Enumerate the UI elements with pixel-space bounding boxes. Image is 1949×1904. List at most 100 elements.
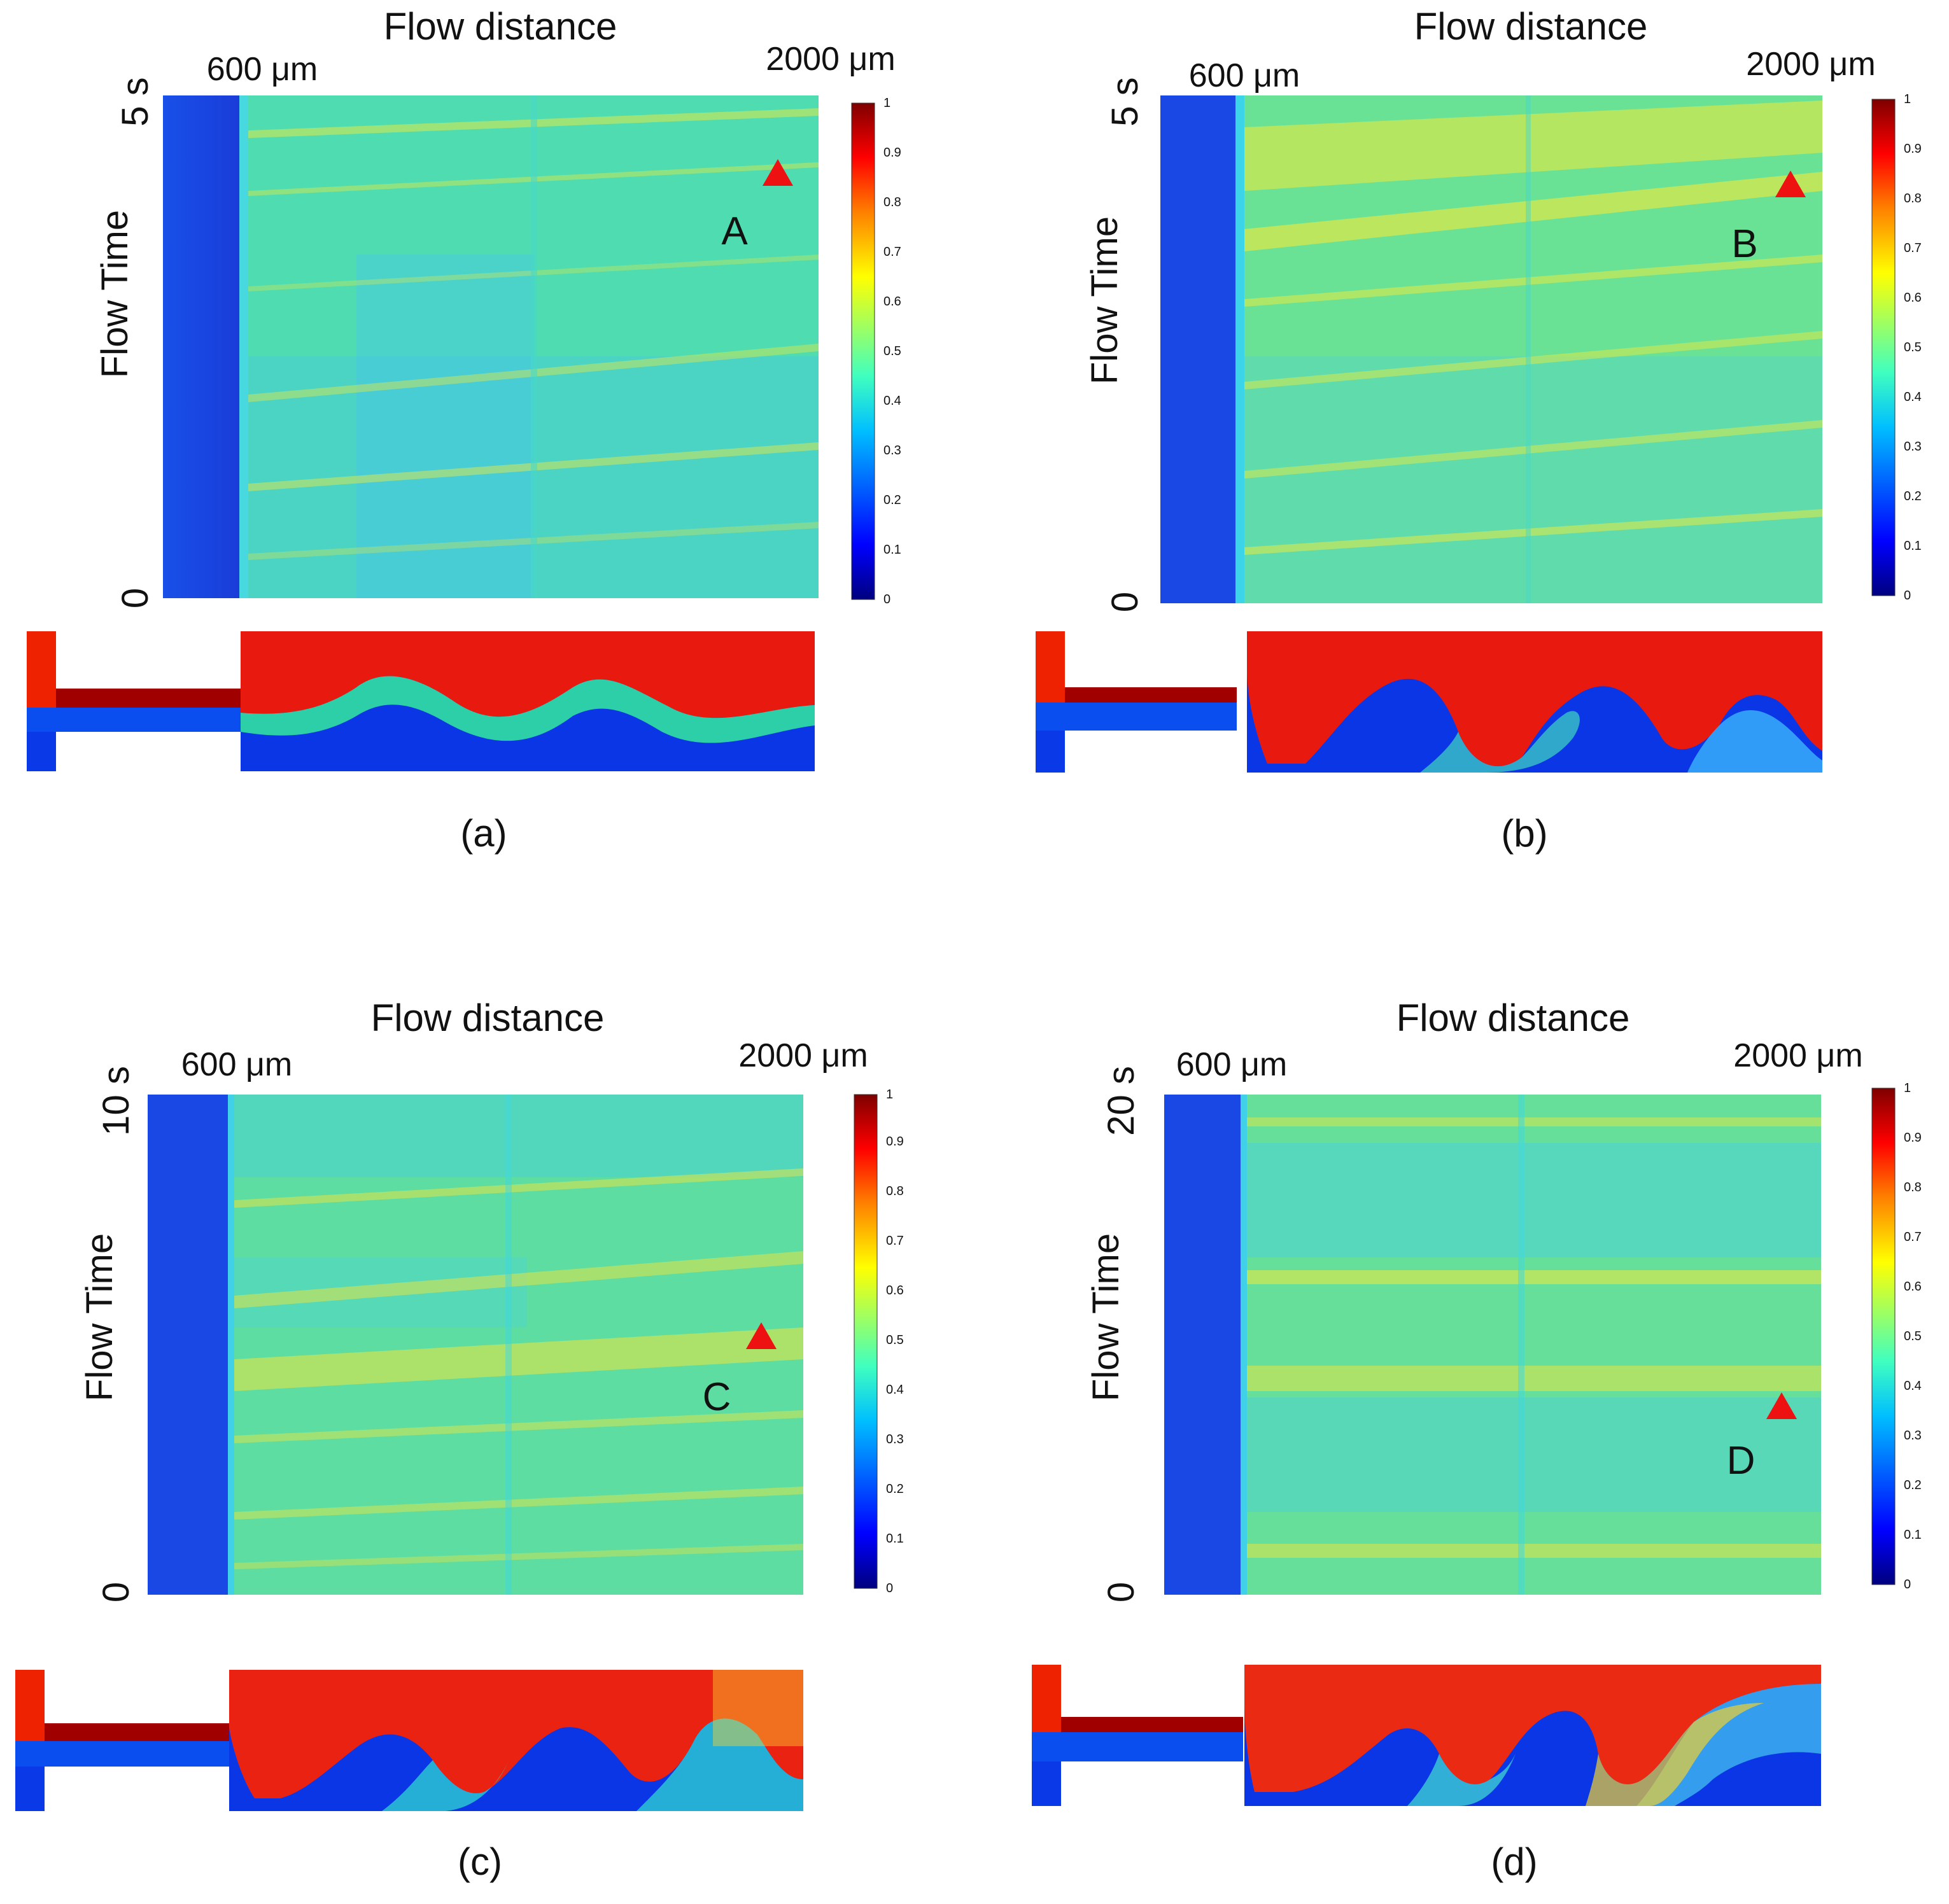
time-max-tick: 5 s (1104, 77, 1146, 126)
colorbar-tick: 0.8 (1904, 192, 1922, 206)
flow-time-axis-label: Flow Time (79, 1233, 120, 1401)
time-max-tick: 5 s (115, 77, 156, 126)
marker-letter: D (1727, 1439, 1756, 1483)
colorbar-gradient (854, 1094, 878, 1589)
colorbar: 0 0.1 0.2 0.3 0.4 0.5 0.6 0.7 0.8 0.9 1 (1871, 1081, 1922, 1592)
kymograph-heatmap (1164, 1095, 1821, 1595)
colorbar-gradient (1871, 99, 1896, 596)
streak (234, 1487, 803, 1520)
streak (1247, 1270, 1821, 1284)
time-zero-tick: 0 (1101, 1582, 1142, 1602)
colorbar-tick: 1 (886, 1088, 893, 1102)
streak (234, 1327, 803, 1391)
colorbar-tick: 0.9 (1904, 1131, 1922, 1145)
sample-point-marker (763, 159, 793, 186)
colorbar-gradient (851, 102, 875, 600)
low-concentration-region (356, 255, 535, 598)
colorbar-tick: 0.7 (883, 245, 901, 259)
colorbar-ticks: 0 0.1 0.2 0.3 0.4 0.5 0.6 0.7 0.8 0.9 1 (883, 96, 901, 606)
streak (1247, 1366, 1821, 1391)
colorbar-ticks: 0 0.1 0.2 0.3 0.4 0.5 0.6 0.7 0.8 0.9 1 (886, 1088, 904, 1595)
colorbar-tick: 0.4 (1904, 1379, 1922, 1393)
streak (1244, 255, 1822, 307)
streak (1244, 509, 1822, 555)
colorbar-ticks: 0 0.1 0.2 0.3 0.4 0.5 0.6 0.7 0.8 0.9 1 (1904, 1081, 1922, 1592)
colorbar-tick: 0.2 (1904, 1478, 1922, 1492)
time-zero-tick: 0 (115, 588, 156, 608)
time-zero-tick: 0 (95, 1582, 137, 1602)
colorbar-tick: 1 (1904, 92, 1911, 106)
colorbar-tick: 0.6 (886, 1284, 904, 1298)
streak (1244, 101, 1822, 191)
colorbar-tick: 0.1 (886, 1532, 904, 1546)
colorbar-gradient (1871, 1088, 1896, 1585)
time-max-tick: 20 s (1101, 1066, 1142, 1136)
flow-distance-title: Flow distance (1414, 5, 1648, 48)
colorbar-tick: 0.5 (886, 1333, 904, 1347)
mixing-interface (241, 676, 815, 743)
colorbar-tick: 0.6 (1904, 1280, 1922, 1294)
end-position-label: 2000 μm (738, 1037, 868, 1074)
colorbar-tick: 0.9 (883, 146, 901, 160)
streak (1244, 331, 1822, 389)
time-zero-tick: 0 (1104, 592, 1146, 612)
mixing-interface (1407, 1754, 1516, 1806)
mixing-interface (637, 1718, 803, 1811)
colorbar-tick: 0.5 (1904, 1329, 1922, 1343)
colorbar-tick: 0.3 (1904, 440, 1922, 454)
red-stream (241, 631, 815, 718)
streak (234, 1168, 803, 1208)
colorbar-tick: 0.4 (1904, 390, 1922, 404)
marker-letter: B (1731, 222, 1757, 266)
junction-edge-line (228, 1095, 234, 1595)
partially-mixed-region (1586, 1703, 1764, 1806)
colorbar-tick: 0.9 (1904, 142, 1922, 156)
diagonal-streaks (234, 1168, 803, 1569)
inlet-channel-red (1061, 1717, 1243, 1732)
time-max-tick: 10 s (95, 1066, 137, 1136)
seam-line (1518, 1095, 1524, 1595)
seam-line (505, 1095, 512, 1595)
mixing-interface (1420, 711, 1580, 773)
flow-time-axis-label: Flow Time (1085, 1233, 1127, 1401)
inlet-channel-band (1160, 95, 1237, 603)
panel-c-figure: Flow distance 600 μm 2000 μm Flow Time 1… (15, 997, 904, 1883)
colorbar-tick: 0.6 (1904, 291, 1922, 305)
streak (1244, 172, 1822, 251)
colorbar-tick: 0.1 (883, 543, 901, 557)
colorbar-tick: 0.2 (1904, 489, 1922, 503)
lower-inlet (1036, 731, 1065, 773)
panel-a-figure: Flow distance 600 μm 2000 μm Flow Time 5… (27, 5, 901, 855)
lower-inlet (15, 1767, 45, 1811)
red-stream (1247, 631, 1822, 767)
colorbar-tick: 0.3 (883, 444, 901, 458)
upper-inlet (1036, 631, 1065, 708)
colorbar-tick: 0 (1904, 1578, 1911, 1592)
marker-letter: A (721, 209, 748, 253)
colorbar-tick: 0.9 (886, 1135, 904, 1149)
kymograph-heatmap (148, 1095, 803, 1595)
panel-d-figure: Flow distance 600 μm 2000 μm Flow Time 2… (1032, 997, 1922, 1883)
sample-point-marker (1775, 171, 1806, 197)
seam-line (531, 95, 537, 598)
flow-micrograph (1032, 1665, 1821, 1806)
colorbar-tick: 0 (886, 1581, 893, 1595)
colorbar-tick: 0.2 (886, 1482, 904, 1496)
colorbar-tick: 0 (1904, 589, 1911, 603)
colorbar-tick: 0.4 (883, 394, 901, 408)
flow-micrograph (27, 631, 815, 771)
colorbar-tick: 0 (883, 592, 890, 606)
panel-caption: (b) (1501, 812, 1547, 855)
panel-c: Flow distance 600 μm 2000 μm Flow Time 1… (0, 952, 974, 1904)
flow-time-axis-label: Flow Time (94, 210, 136, 378)
colorbar: 0 0.1 0.2 0.3 0.4 0.5 0.6 0.7 0.8 0.9 1 (854, 1088, 904, 1595)
junction-edge-line (239, 95, 248, 598)
flow-micrograph (15, 1670, 803, 1811)
upper-inlet (15, 1670, 45, 1746)
start-position-label: 600 μm (1189, 57, 1300, 94)
end-position-label: 2000 μm (766, 41, 895, 78)
inlet-channel-red (56, 689, 241, 708)
colorbar-tick: 0.8 (883, 195, 901, 209)
colorbar-tick: 0.7 (1904, 1230, 1922, 1244)
inlet-channel-red (1065, 687, 1237, 703)
